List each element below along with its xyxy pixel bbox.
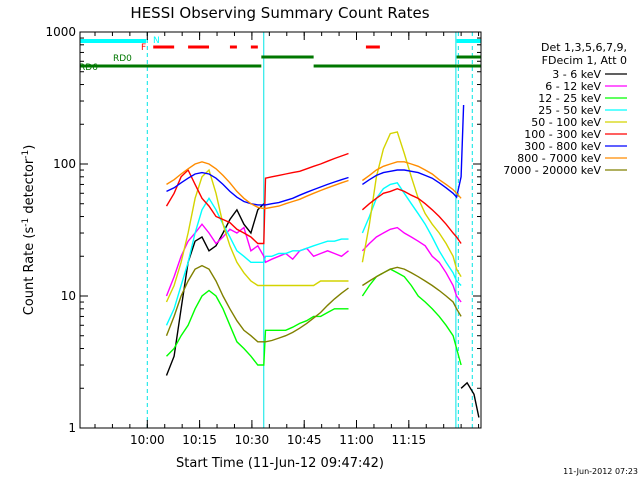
y-axis-label-sup2: -1: [21, 150, 31, 159]
legend-label-0: 3 - 6 keV: [552, 68, 601, 81]
y-tick-label: 100: [53, 157, 76, 171]
legend-label-5: 100 - 300 keV: [524, 128, 601, 141]
y-axis-label-part3: ): [22, 145, 37, 150]
legend-header-line1: Det 1,3,5,6,7,9,: [541, 41, 627, 54]
y-tick-label: 10: [61, 289, 76, 303]
series-line-5: [165, 152, 462, 245]
axis-ticks: 1 10 100 1000 10:00 10:15 10:30 10:45 11:00 11:15: [45, 25, 481, 447]
y-tick-label: 1000: [45, 25, 76, 39]
legend-label-6: 300 - 800 keV: [524, 140, 601, 153]
series-line-3: [165, 182, 462, 326]
x-tick-label: 11:00: [339, 433, 374, 447]
legend-label-8: 7000 - 20000 keV: [503, 164, 601, 177]
legend-label-3: 25 - 50 keV: [538, 104, 601, 117]
legend-label-4: 50 - 100 keV: [531, 116, 601, 129]
series-line-4: [165, 131, 462, 303]
flag-label-f: F: [141, 43, 146, 53]
x-tick-label: 10:30: [235, 433, 270, 447]
y-axis-label-part1: Count Rate (s: [22, 227, 37, 316]
series-line-1: [165, 223, 462, 303]
plot-area: NF RD0 RD6: [79, 32, 481, 428]
flag-label-rd6: RD6: [79, 63, 98, 73]
series-line-0: [165, 203, 480, 418]
flag-label-rd0: RD0: [113, 54, 132, 64]
x-tick-label: 10:45: [287, 433, 322, 447]
legend-label-2: 12 - 25 keV: [538, 92, 601, 105]
y-tick-label: 1: [68, 421, 76, 435]
x-tick-label: 10:00: [130, 433, 165, 447]
y-axis-label-part2: detector: [22, 158, 37, 218]
series-line-6: [166, 104, 465, 206]
series-line-7: [166, 161, 462, 210]
legend-label-7: 800 - 7000 keV: [517, 152, 601, 165]
legend-label-1: 6 - 12 keV: [545, 80, 601, 93]
plot-frame: [79, 31, 482, 429]
chart-title: HESSI Observing Summary Count Rates: [130, 4, 429, 22]
y-axis-label-sup1: -1: [21, 218, 31, 227]
x-axis-label: Start Time (11-Jun-12 09:47:42): [176, 456, 384, 471]
series-line-8: [165, 264, 462, 343]
y-axis-label: Count Rate (s-1 detector-1): [21, 145, 37, 316]
x-tick-label: 10:15: [182, 433, 217, 447]
footer-date: 11-Jun-2012 07:23: [563, 467, 638, 476]
legend: Det 1,3,5,6,7,9, FDecim 1, Att 0 3 - 6 k…: [503, 41, 627, 177]
flag-label-n: N: [153, 36, 160, 46]
x-tick-label: 11:15: [392, 433, 427, 447]
legend-header-line2: FDecim 1, Att 0: [542, 54, 627, 67]
